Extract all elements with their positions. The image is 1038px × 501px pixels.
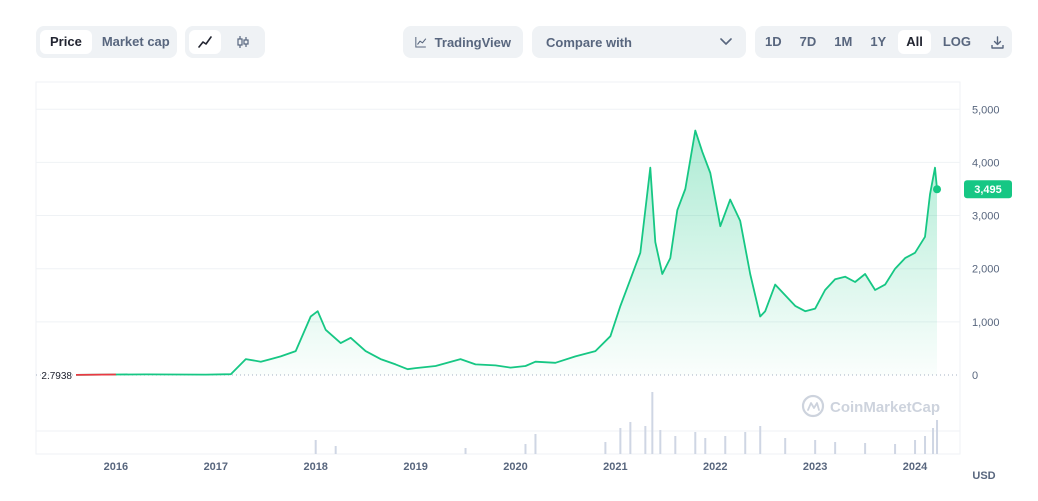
volume-bar [534, 434, 536, 454]
volume-bar [315, 440, 317, 454]
volume-bar [814, 440, 816, 454]
currency-label: USD [972, 470, 995, 482]
volume-bar [914, 440, 916, 454]
current-price-dot [933, 185, 941, 193]
volume-bar [629, 422, 631, 454]
y-tick-label: 4,000 [972, 157, 1000, 169]
volume-bar [674, 436, 676, 454]
volume-bar [659, 430, 661, 454]
y-tick-label: 3,000 [972, 211, 1000, 223]
volume-bar [335, 446, 337, 454]
volume-bar [524, 444, 526, 454]
x-tick-label: 2018 [303, 461, 327, 473]
volume-bar [704, 438, 706, 454]
watermark: CoinMarketCap [803, 396, 940, 416]
y-axis: 0 1,000 2,000 3,000 4,000 5,000 [972, 104, 1000, 382]
volume-bar [744, 432, 746, 454]
y-tick-label: 1,000 [972, 317, 1000, 329]
volume-bar [894, 444, 896, 454]
volume-bar [651, 392, 653, 454]
grid-lines [36, 109, 960, 322]
start-price-label: 2.7938 [41, 371, 72, 382]
x-tick-label: 2023 [803, 461, 827, 473]
volume-bar [932, 428, 934, 454]
watermark-text: CoinMarketCap [830, 399, 940, 416]
x-tick-label: 2017 [204, 461, 228, 473]
price-area [76, 131, 937, 376]
x-axis: 2016 2017 2018 2019 2020 2021 2022 2023 2024 [104, 461, 928, 473]
y-tick-label: 0 [972, 370, 978, 382]
x-tick-label: 2020 [503, 461, 527, 473]
current-price-label: 3,495 [974, 184, 1002, 196]
volume-bar [604, 442, 606, 454]
x-tick-label: 2019 [403, 461, 427, 473]
x-tick-label: 2016 [104, 461, 128, 473]
y-tick-label: 2,000 [972, 264, 1000, 276]
coinmarketcap-logo-mark [808, 403, 819, 410]
plot-frame [36, 82, 960, 454]
volume-bar [759, 426, 761, 454]
volume-bar [465, 448, 467, 454]
x-tick-label: 2022 [703, 461, 727, 473]
x-tick-label: 2024 [903, 461, 928, 473]
y-tick-label: 5,000 [972, 104, 1000, 116]
volume-bar [834, 442, 836, 454]
volume-bar [619, 428, 621, 454]
volume-bar [644, 426, 646, 454]
volume-bar [864, 443, 866, 454]
volume-bar [924, 436, 926, 454]
x-tick-label: 2021 [603, 461, 627, 473]
volume-bar [724, 436, 726, 454]
volume-bar [784, 438, 786, 454]
volume-bar [694, 432, 696, 454]
volume-bar [936, 420, 938, 454]
